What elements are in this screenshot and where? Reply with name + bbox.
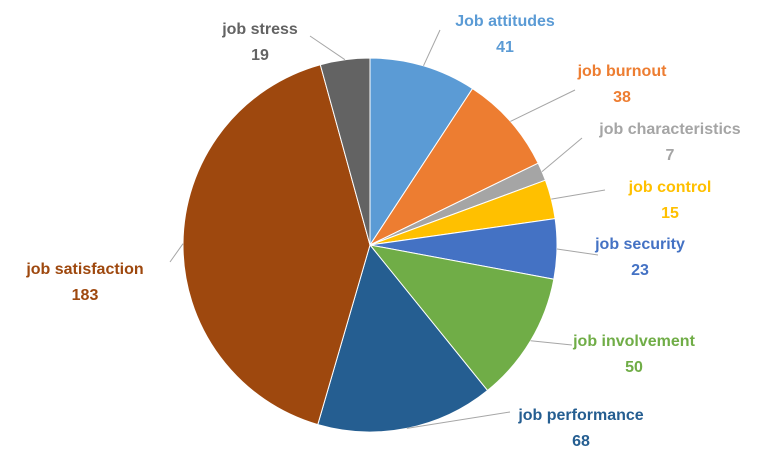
slice-value: 68 [572, 433, 590, 450]
leader-line [530, 340, 573, 346]
slice-label: job control [628, 179, 712, 196]
slice-label: job involvement [572, 333, 695, 350]
leader-line [406, 411, 511, 429]
slice-value: 38 [613, 89, 631, 106]
pie-slice [368, 87, 539, 247]
leader-line [309, 35, 346, 61]
slice-value: 183 [72, 287, 99, 304]
slice-value: 23 [631, 262, 649, 279]
leader-line [556, 248, 599, 256]
slice-label: job stress [221, 21, 298, 38]
slice-label: Job attitudes [455, 13, 555, 30]
pie-slice [369, 57, 474, 247]
leader-line [510, 89, 576, 122]
slice-label: job security [594, 236, 685, 253]
leader-line [541, 137, 583, 172]
slice-label: job burnout [577, 63, 668, 80]
slice-value: 41 [496, 39, 514, 56]
leader-line [423, 29, 441, 67]
slice-value: 15 [661, 205, 679, 222]
leader-line [169, 243, 184, 263]
slice-label: job performance [517, 407, 643, 424]
pie-slice [368, 244, 555, 392]
slice-value: 19 [251, 47, 269, 64]
slice-label: job satisfaction [25, 261, 143, 278]
pie-slice [182, 64, 371, 426]
leader-line [551, 189, 606, 200]
pie-slice [317, 243, 489, 433]
slice-label: job characteristics [598, 121, 741, 138]
slice-value: 50 [625, 359, 643, 376]
pie-slice [319, 57, 371, 246]
slice-value: 7 [666, 147, 675, 164]
